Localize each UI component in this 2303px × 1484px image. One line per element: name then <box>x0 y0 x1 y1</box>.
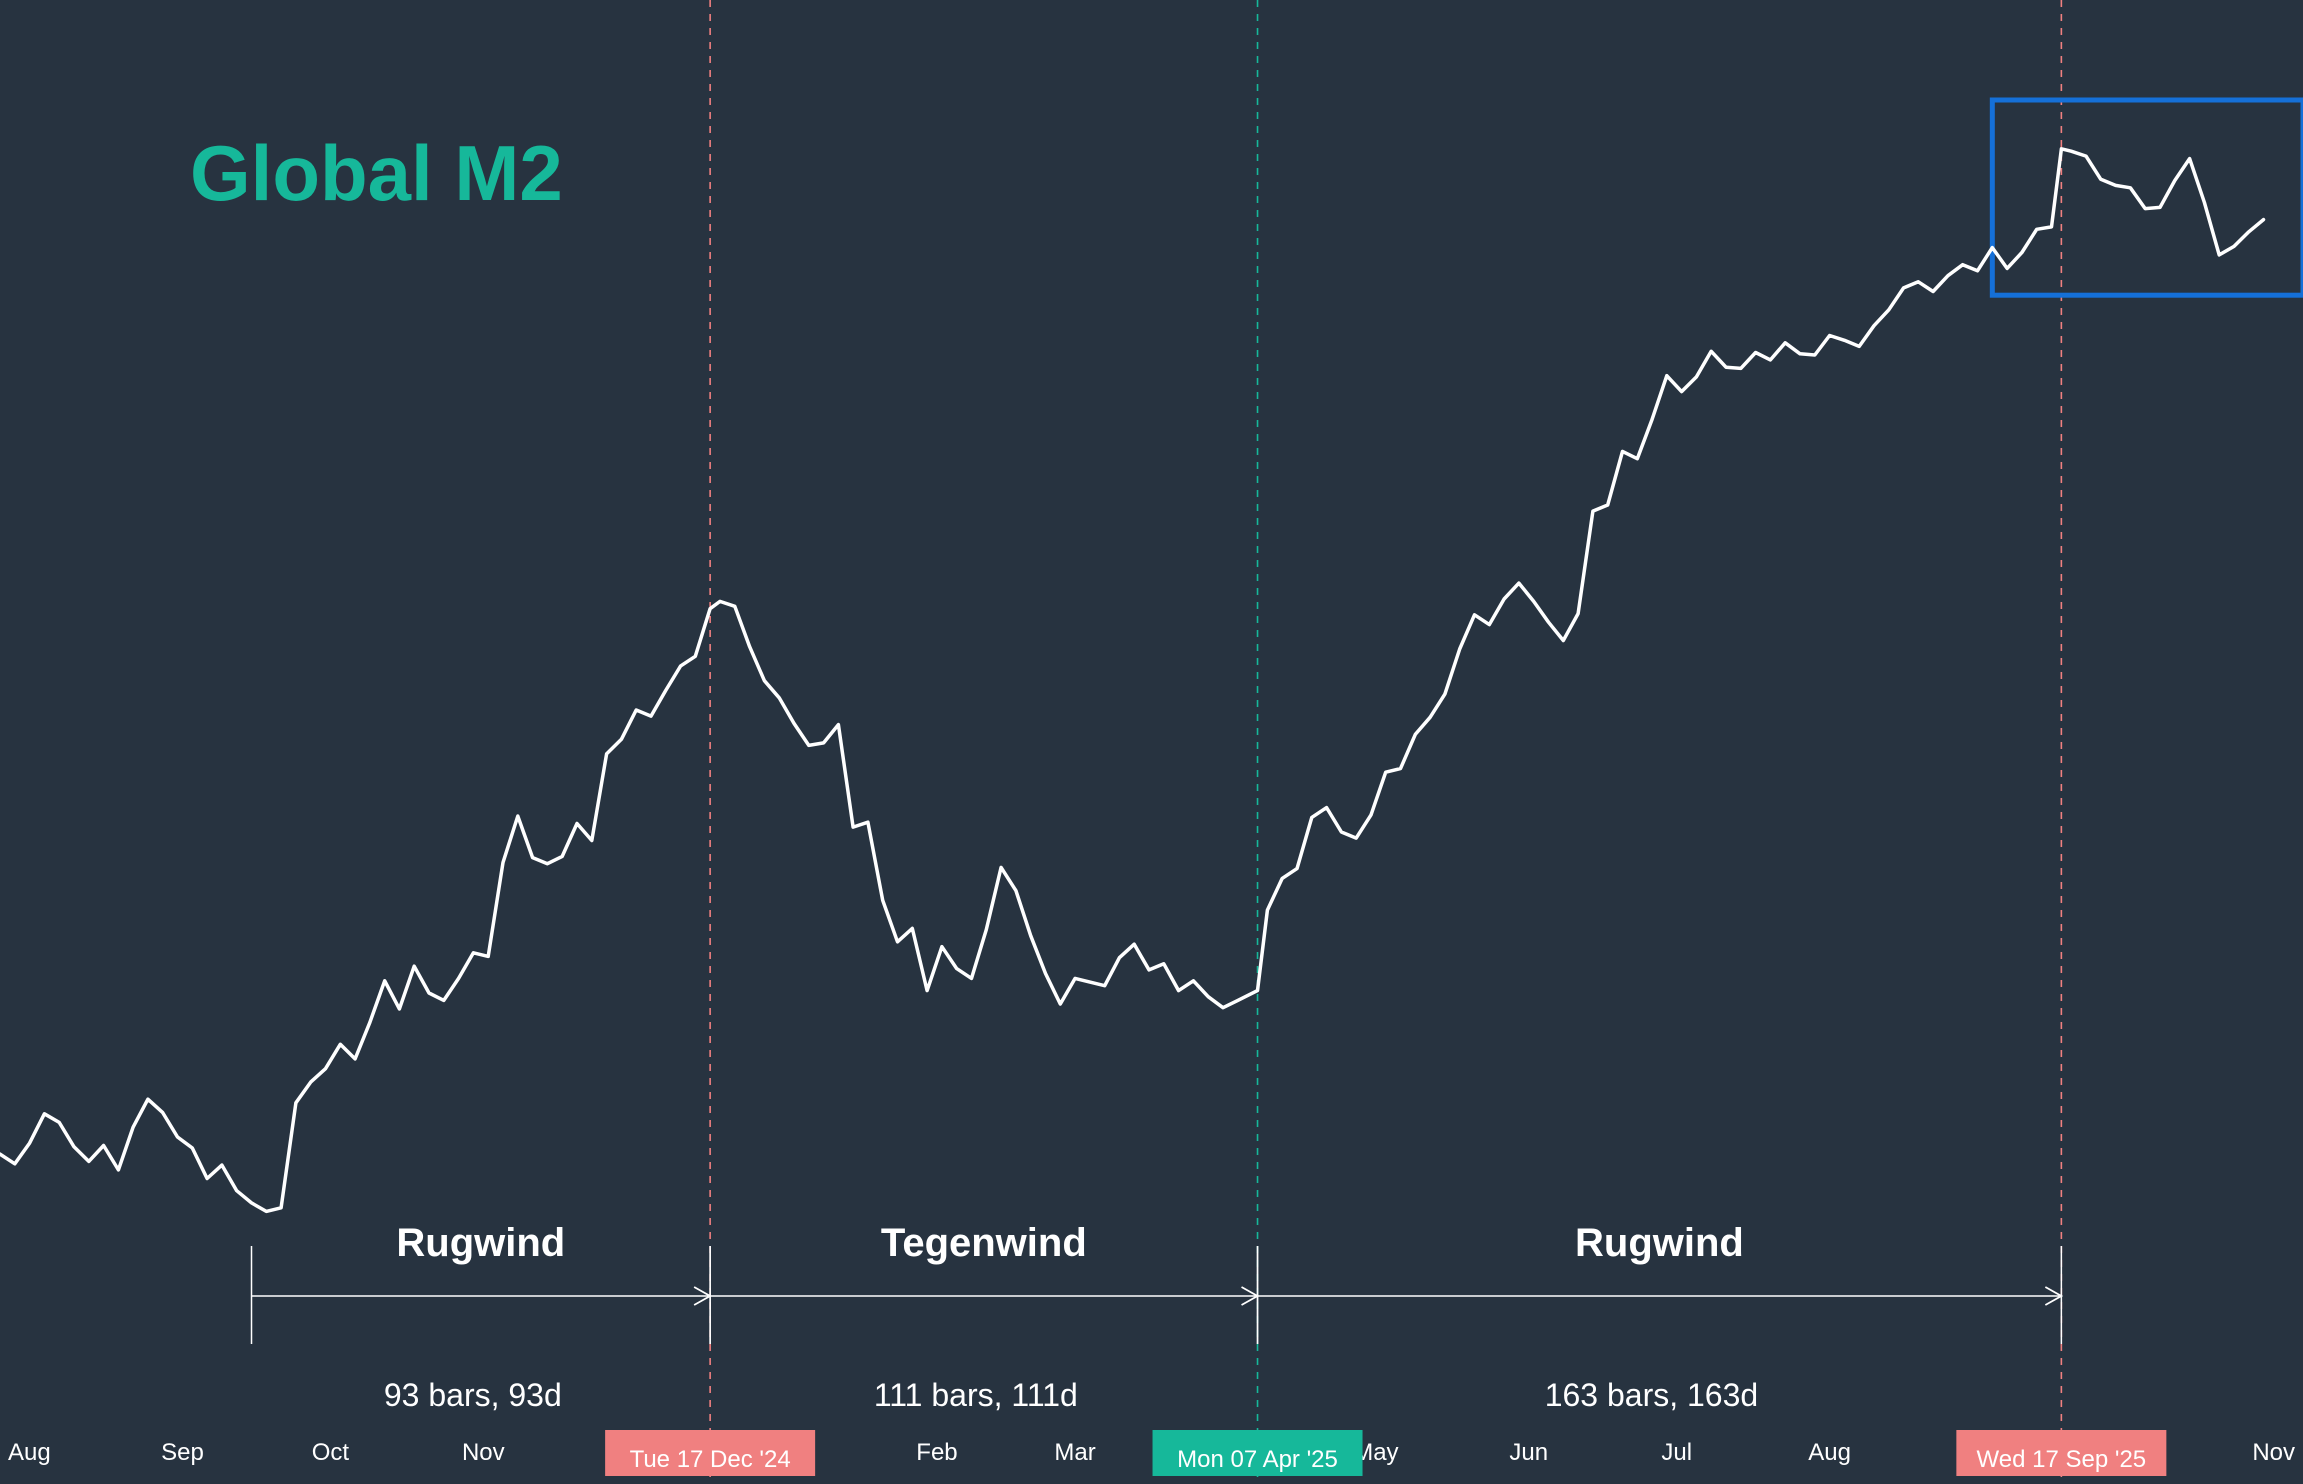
segment-count: 163 bars, 163d <box>1545 1377 1759 1413</box>
segment-count: 111 bars, 111d <box>874 1377 1078 1413</box>
date-badge-label: Mon 07 Apr '25 <box>1177 1446 1338 1473</box>
series-layer <box>0 147 2266 1214</box>
x-tick-label-5: Mar <box>1054 1439 1095 1466</box>
segment-1: Tegenwind 111 bars, 111d <box>709 1221 1260 1413</box>
x-tick-label-4: Feb <box>916 1439 957 1466</box>
segment-arrowhead <box>2044 1286 2064 1306</box>
date-badge-bg <box>1956 1430 2167 1476</box>
date-badge-0: Tue 17 Dec '24 <box>605 1430 816 1476</box>
date-badge-label: Tue 17 Dec '24 <box>630 1446 791 1473</box>
chart-title: Global M2 <box>190 129 563 217</box>
date-badge-bg <box>1152 1430 1363 1476</box>
x-tick-label-10: Nov <box>2252 1439 2295 1466</box>
date-badge-label: Wed 17 Sep '25 <box>1977 1446 2147 1473</box>
x-tick-label-8: Jul <box>1661 1439 1692 1466</box>
segment-label: Tegenwind <box>881 1221 1087 1265</box>
date-badge-bg <box>605 1430 816 1476</box>
x-tick-label-3: Nov <box>462 1439 505 1466</box>
segment-annotations: Rugwind 93 bars, 93d Tegenwind 111 bars, 11… <box>250 1221 2064 1413</box>
segment-count: 93 bars, 93d <box>384 1377 562 1413</box>
segment-label: Rugwind <box>1575 1221 1744 1265</box>
x-tick-label-1: Sep <box>161 1439 204 1466</box>
x-tick-label-9: Aug <box>1808 1439 1851 1466</box>
x-tick-label-7: Jun <box>1509 1439 1548 1466</box>
event-markers <box>709 0 2063 1484</box>
segment-label: Rugwind <box>396 1221 565 1265</box>
segment-0: Rugwind 93 bars, 93d <box>250 1221 712 1413</box>
segment-2: Rugwind 163 bars, 163d <box>1256 1221 2064 1413</box>
x-tick-label-2: Oct <box>312 1439 350 1466</box>
x-tick-label-0: Aug <box>8 1439 51 1466</box>
date-badge-1: Mon 07 Apr '25 <box>1152 1430 1363 1476</box>
series-line-0 <box>0 147 2266 1214</box>
date-badge-2: Wed 17 Sep '25 <box>1956 1430 2167 1476</box>
